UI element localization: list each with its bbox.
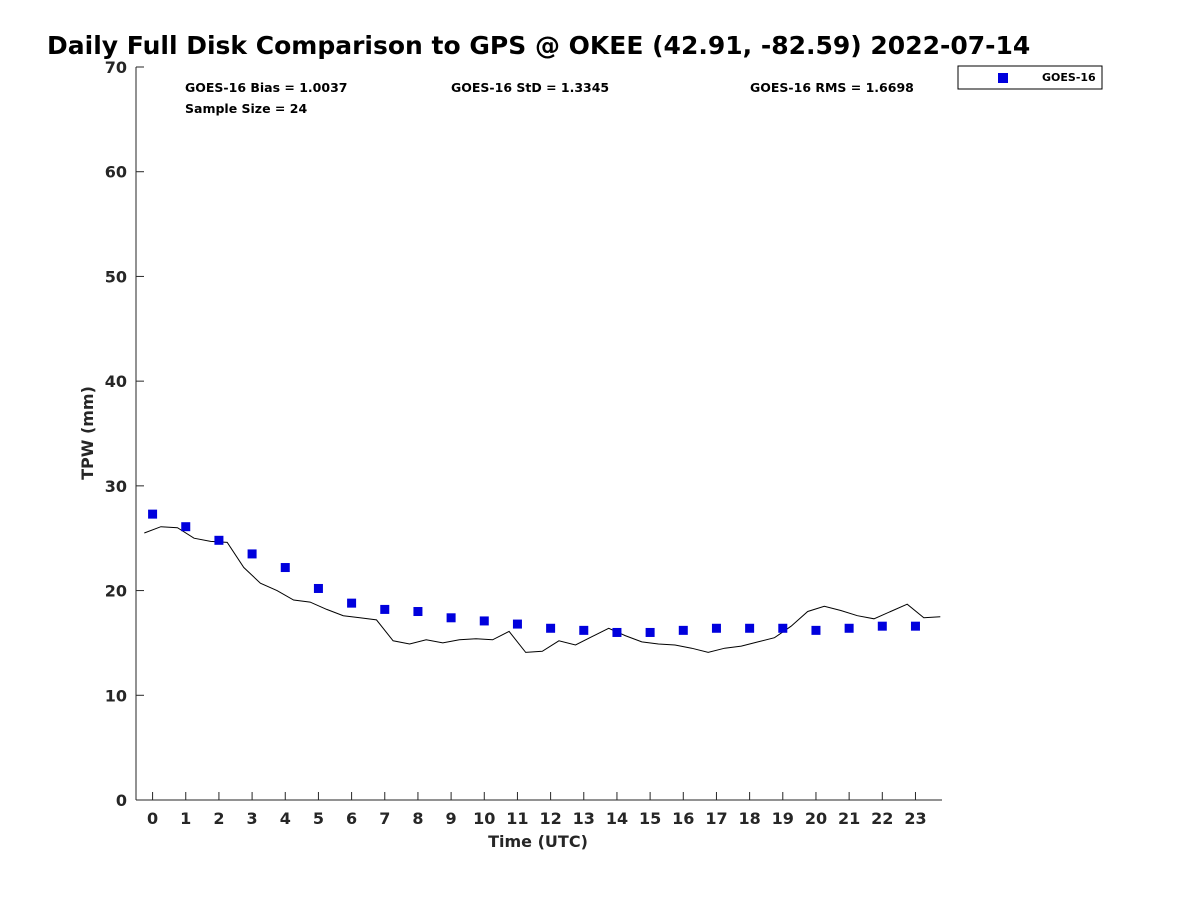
x-tick-label: 16 [672, 809, 694, 828]
y-axis-label: TPW (mm) [78, 386, 97, 480]
goes16-point [413, 607, 423, 617]
y-axis-ticks: 0 10 20 30 40 50 60 70 [105, 58, 144, 810]
gps-tpw-line [144, 526, 941, 653]
x-tick-label: 3 [247, 809, 258, 828]
goes16-point [910, 621, 920, 631]
goes16-point [380, 604, 390, 614]
goes16-point [645, 627, 655, 637]
rms-stat: GOES-16 RMS = 1.6698 [750, 80, 914, 95]
gps-line [144, 526, 941, 653]
y-tick-label: 0 [116, 791, 127, 810]
y-tick-label: 40 [105, 372, 127, 391]
x-tick-label: 5 [313, 809, 324, 828]
y-tick-label: 10 [105, 686, 127, 705]
x-tick-label: 23 [904, 809, 926, 828]
goes16-point [347, 598, 357, 608]
goes16-point [313, 583, 323, 593]
legend: GOES-16 [957, 65, 1103, 90]
y-tick-label: 50 [105, 267, 127, 286]
x-tick-label: 9 [446, 809, 457, 828]
x-tick-label: 15 [639, 809, 661, 828]
x-tick-label: 13 [573, 809, 595, 828]
x-axis-ticks: 0 1 2 3 4 5 6 7 8 9 10 11 12 13 14 15 16 17 18 19 20 21 22 23 [147, 792, 927, 828]
x-tick-label: 17 [705, 809, 727, 828]
x-tick-label: 0 [147, 809, 158, 828]
x-tick-label: 6 [346, 809, 357, 828]
goes16-point [280, 563, 290, 573]
y-tick-label: 60 [105, 163, 127, 182]
std-stat: GOES-16 StD = 1.3345 [451, 80, 609, 95]
goes16-point [811, 625, 821, 635]
x-tick-label: 2 [213, 809, 224, 828]
goes16-point [479, 616, 489, 626]
axes [135, 67, 942, 801]
y-tick-label: 20 [105, 582, 127, 601]
goes16-point [446, 613, 456, 623]
x-tick-label: 14 [606, 809, 628, 828]
x-tick-label: 18 [738, 809, 760, 828]
goes16-point [546, 623, 556, 633]
x-tick-label: 1 [180, 809, 191, 828]
x-tick-label: 8 [412, 809, 423, 828]
goes16-point [612, 627, 622, 637]
goes16-point [512, 619, 522, 629]
x-tick-label: 21 [838, 809, 860, 828]
goes16-point [778, 623, 788, 633]
goes16-point [247, 549, 257, 559]
goes16-point [579, 625, 589, 635]
x-tick-label: 22 [871, 809, 893, 828]
y-tick-label: 70 [105, 58, 127, 77]
x-tick-label: 11 [506, 809, 528, 828]
goes16-point [148, 509, 158, 519]
goes16-point [181, 522, 191, 532]
x-tick-label: 19 [772, 809, 794, 828]
legend-label-goes16: GOES-16 [1042, 71, 1096, 84]
x-tick-label: 12 [539, 809, 561, 828]
x-tick-label: 20 [805, 809, 827, 828]
sample-size-stat: Sample Size = 24 [185, 101, 307, 116]
x-tick-label: 10 [473, 809, 495, 828]
goes16-point [877, 621, 887, 631]
x-axis-label: Time (UTC) [488, 832, 588, 851]
y-tick-label: 30 [105, 477, 127, 496]
legend-box [957, 65, 1103, 90]
bias-stat: GOES-16 Bias = 1.0037 [185, 80, 347, 95]
goes16-point [711, 623, 721, 633]
legend-marker-goes16 [998, 73, 1008, 83]
goes16-point [844, 623, 854, 633]
goes16-point [678, 625, 688, 635]
goes16-point [214, 535, 224, 545]
goes16-point [745, 623, 755, 633]
x-tick-label: 7 [379, 809, 390, 828]
goes16-markers [148, 509, 920, 637]
chart-title: Daily Full Disk Comparison to GPS @ OKEE… [47, 31, 1030, 60]
x-tick-label: 4 [280, 809, 291, 828]
